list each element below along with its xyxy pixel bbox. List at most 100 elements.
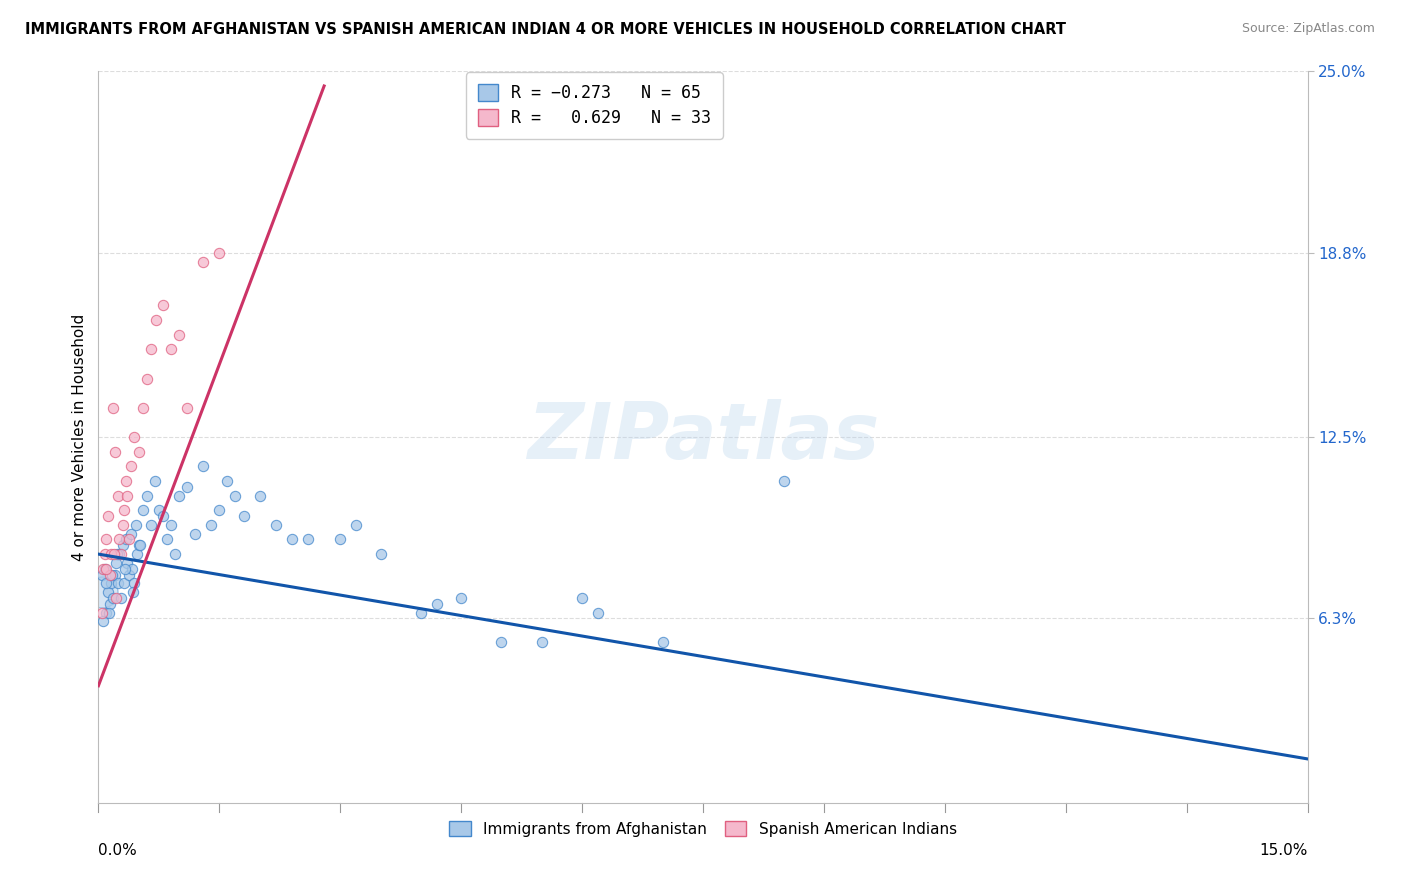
Point — [176, 401, 198, 415]
Point — [120, 459, 142, 474]
Point — [132, 401, 155, 415]
Point — [281, 533, 304, 547]
Point — [224, 489, 246, 503]
Point — [114, 562, 136, 576]
Point — [91, 615, 114, 629]
Text: 0.0%: 0.0% — [98, 843, 138, 858]
Point — [117, 489, 139, 503]
Point — [97, 585, 120, 599]
Point — [122, 576, 145, 591]
Point — [98, 597, 121, 611]
Point — [193, 459, 215, 474]
Point — [122, 430, 145, 444]
Point — [208, 503, 231, 517]
Point — [94, 576, 117, 591]
Point — [344, 517, 367, 532]
Point — [124, 517, 146, 532]
Point — [97, 509, 120, 524]
Point — [114, 533, 136, 547]
Point — [200, 517, 222, 532]
Point — [105, 556, 128, 570]
Point — [117, 556, 139, 570]
Legend: Immigrants from Afghanistan, Spanish American Indians: Immigrants from Afghanistan, Spanish Ame… — [443, 814, 963, 843]
Point — [249, 489, 271, 503]
Point — [91, 567, 114, 582]
Point — [122, 585, 145, 599]
Point — [184, 526, 207, 541]
Point — [121, 562, 143, 576]
Point — [111, 517, 134, 532]
Point — [110, 547, 132, 561]
Point — [108, 547, 131, 561]
Point — [571, 591, 593, 605]
Point — [112, 576, 135, 591]
Point — [96, 606, 118, 620]
Text: ZIPatlas: ZIPatlas — [527, 399, 879, 475]
Point — [426, 597, 449, 611]
Point — [98, 567, 121, 582]
Point — [139, 517, 162, 532]
Point — [152, 509, 174, 524]
Point — [101, 591, 124, 605]
Point — [107, 489, 129, 503]
Point — [128, 444, 150, 458]
Point — [110, 591, 132, 605]
Point — [128, 538, 150, 552]
Text: Source: ZipAtlas.com: Source: ZipAtlas.com — [1241, 22, 1375, 36]
Point — [105, 591, 128, 605]
Point — [101, 567, 124, 582]
Point — [491, 635, 513, 649]
Point — [167, 327, 190, 342]
Point — [114, 474, 136, 488]
Point — [586, 606, 609, 620]
Point — [103, 547, 125, 561]
Point — [145, 313, 167, 327]
Point — [97, 606, 120, 620]
Point — [100, 576, 122, 591]
Point — [160, 517, 183, 532]
Point — [94, 547, 117, 561]
Point — [651, 635, 673, 649]
Point — [91, 562, 114, 576]
Point — [329, 533, 352, 547]
Point — [143, 474, 166, 488]
Point — [163, 547, 186, 561]
Point — [108, 533, 131, 547]
Y-axis label: 4 or more Vehicles in Household: 4 or more Vehicles in Household — [72, 313, 87, 561]
Point — [193, 254, 215, 268]
Point — [152, 298, 174, 312]
Point — [118, 533, 141, 547]
Point — [103, 567, 125, 582]
Point — [107, 576, 129, 591]
Point — [148, 503, 170, 517]
Point — [160, 343, 183, 357]
Point — [139, 343, 162, 357]
Text: IMMIGRANTS FROM AFGHANISTAN VS SPANISH AMERICAN INDIAN 4 OR MORE VEHICLES IN HOU: IMMIGRANTS FROM AFGHANISTAN VS SPANISH A… — [25, 22, 1066, 37]
Point — [772, 474, 794, 488]
Point — [94, 562, 117, 576]
Point — [167, 489, 190, 503]
Point — [217, 474, 239, 488]
Point — [101, 401, 124, 415]
Point — [297, 533, 319, 547]
Point — [530, 635, 553, 649]
Point — [94, 562, 117, 576]
Point — [103, 444, 125, 458]
Point — [96, 533, 118, 547]
Point — [208, 245, 231, 260]
Point — [450, 591, 472, 605]
Text: 15.0%: 15.0% — [1260, 843, 1308, 858]
Point — [100, 547, 122, 561]
Point — [409, 606, 432, 620]
Point — [135, 371, 157, 385]
Point — [120, 526, 142, 541]
Point — [111, 538, 134, 552]
Point — [90, 606, 112, 620]
Point — [112, 503, 135, 517]
Point — [132, 503, 155, 517]
Point — [264, 517, 287, 532]
Point — [118, 567, 141, 582]
Point — [129, 538, 152, 552]
Point — [105, 547, 128, 561]
Point — [156, 533, 179, 547]
